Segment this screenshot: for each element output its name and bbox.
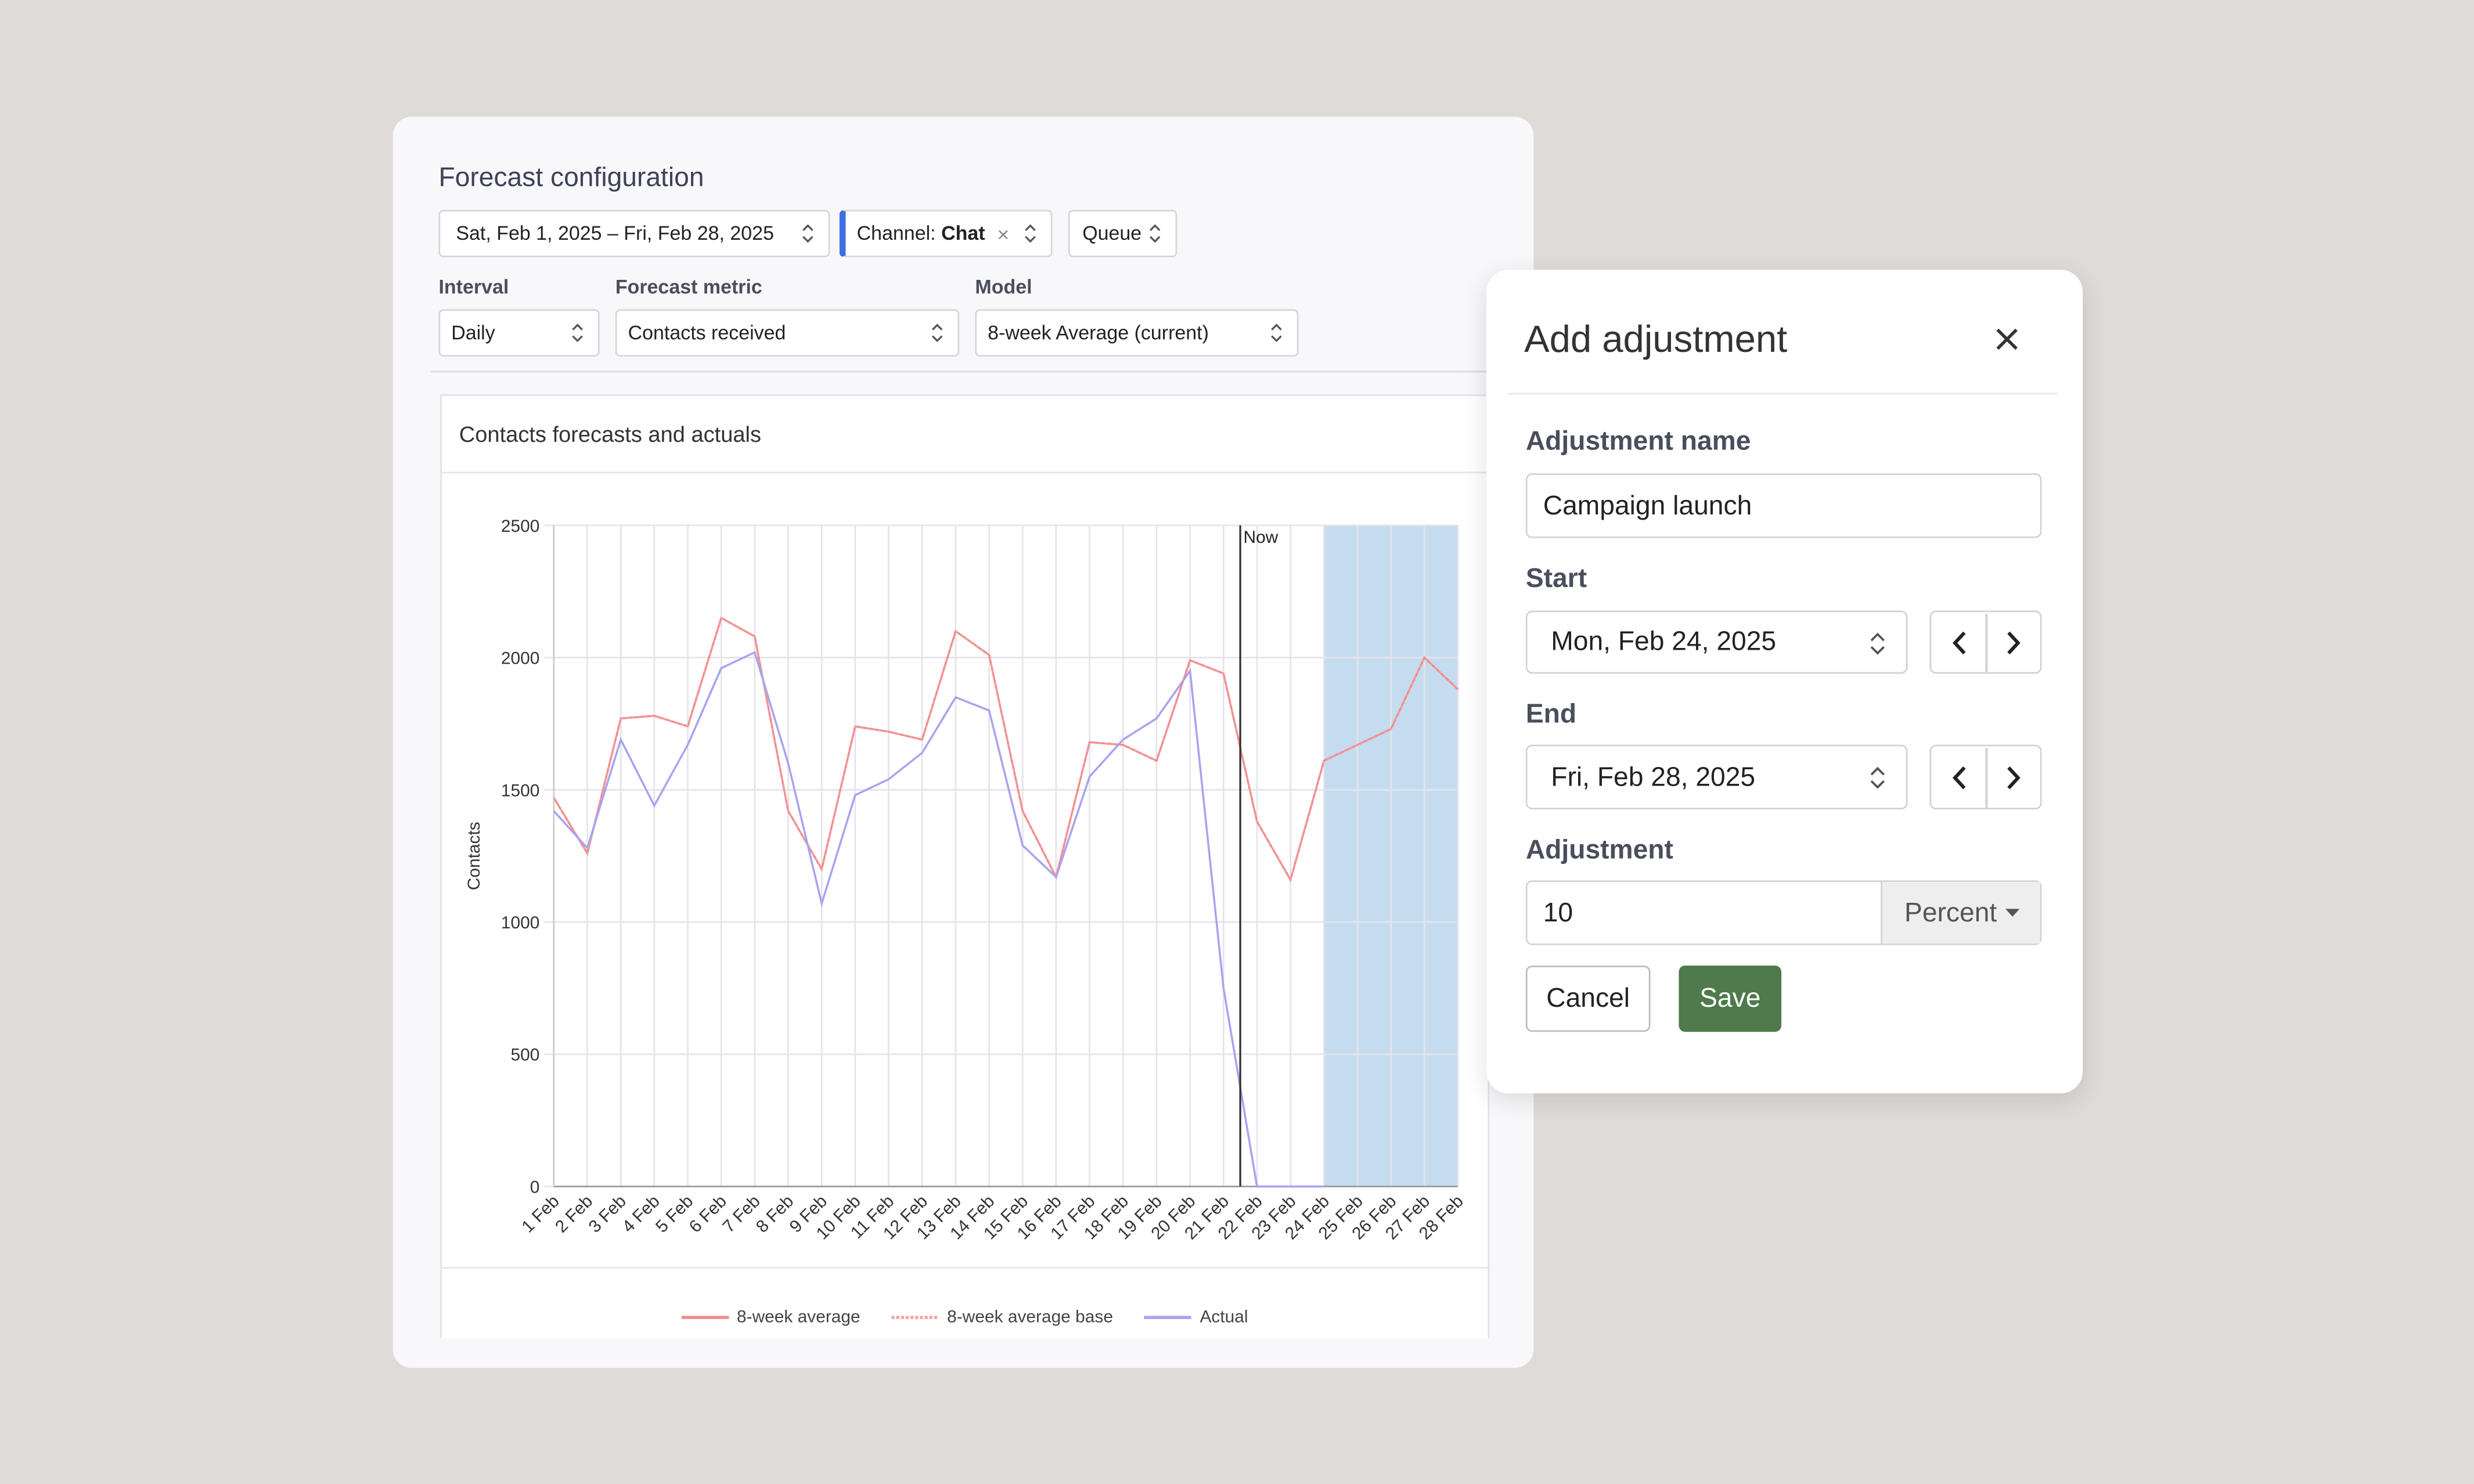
series-line [553, 616, 1459, 883]
end-value: Fri, Feb 28, 2025 [1551, 761, 1756, 791]
x-tick-label: 3 Feb [585, 1191, 630, 1236]
stepper-icons[interactable] [1931, 747, 2039, 808]
close-icon[interactable] [1994, 327, 2019, 352]
x-tick-label: 7 Feb [719, 1191, 764, 1236]
interval: Daily [451, 322, 495, 344]
legend-label: 8-week average base [947, 1307, 1114, 1327]
x-tick-label: 5 Feb [652, 1191, 697, 1236]
adjustment-dialog [1486, 269, 2083, 1094]
x-tick-label: 6 Feb [686, 1191, 730, 1236]
channel-label: Channel: [856, 222, 936, 245]
divider [430, 370, 1492, 373]
start-label: Start [1525, 563, 1587, 593]
chevron-icon [1149, 224, 1161, 243]
start-value: Mon, Feb 24, 2025 [1551, 626, 1777, 657]
clear-icon[interactable]: × [997, 221, 1010, 246]
chevron-icon [1025, 224, 1036, 243]
start-select[interactable]: Mon, Feb 24, 2025 [1525, 610, 1908, 674]
x-tick-label: 2 Feb [552, 1191, 596, 1236]
channel-value: Chat [941, 222, 985, 245]
caret-icon [2004, 907, 2019, 916]
y-tick-label: 2500 [501, 517, 539, 536]
divider [441, 471, 1488, 474]
chevron-icon [1870, 632, 1885, 655]
legend-swatch [681, 1316, 729, 1319]
interval-select[interactable]: Daily [438, 309, 600, 357]
chevron-icon [931, 323, 943, 343]
stepper-icons[interactable] [1931, 613, 2039, 672]
adjustment-label: Adjustment [1525, 834, 1673, 865]
name-label: Adjustment name [1525, 426, 1751, 456]
legend-label: Actual [1200, 1307, 1248, 1327]
model-label: Model [975, 276, 1032, 298]
cancel-label: Cancel [1546, 983, 1630, 1013]
metric: Contacts received [628, 322, 786, 344]
cancel-button[interactable]: Cancel [1525, 966, 1651, 1032]
legend-item[interactable]: Actual [1144, 1303, 1248, 1332]
chevron-icon [572, 323, 583, 343]
divider [441, 1267, 1488, 1269]
y-axis-label: Contacts [464, 822, 484, 890]
legend: 8-week average 8-week average base Actual [442, 1303, 1488, 1332]
end-stepper [1929, 744, 2042, 810]
divider [1508, 392, 2058, 395]
start-stepper [1929, 610, 2042, 674]
end-select[interactable]: Fri, Feb 28, 2025 [1525, 744, 1908, 810]
name-value: Campaign launch [1543, 489, 1752, 520]
legend-swatch [1144, 1316, 1192, 1319]
config-title: Forecast configuration [438, 162, 704, 193]
date-range: Sat, Feb 1, 2025 – Fri, Feb 28, 2025 [456, 222, 774, 245]
legend-label: 8-week average [736, 1307, 860, 1327]
now-label: Now [1244, 528, 1279, 547]
chart-title: Contacts forecasts and actuals [459, 421, 762, 447]
legend-swatch [892, 1316, 939, 1319]
save-label: Save [1699, 983, 1761, 1013]
unit: Percent [1904, 896, 1997, 927]
model-select[interactable]: 8-week Average (current) [975, 309, 1299, 357]
end-label: End [1525, 698, 1577, 729]
x-tick-label: 1 Feb [518, 1191, 563, 1236]
date-range-select[interactable]: Sat, Feb 1, 2025 – Fri, Feb 28, 2025 [438, 210, 830, 257]
y-tick-label: 1000 [501, 913, 539, 932]
legend-item[interactable]: 8-week average base [892, 1303, 1113, 1332]
interval-label: Interval [438, 276, 509, 298]
unit-select[interactable]: Percent [1881, 882, 2040, 944]
y-tick-label: 2000 [501, 649, 539, 668]
model: 8-week Average (current) [988, 322, 1209, 344]
queue-select[interactable]: Queue [1068, 210, 1177, 257]
chevron-icon [802, 224, 813, 243]
save-button[interactable]: Save [1679, 966, 1782, 1032]
chevron-icon [1870, 766, 1885, 789]
chevron-icon [1271, 323, 1282, 343]
channel-select[interactable]: Channel: Chat × [839, 210, 1053, 257]
name-input[interactable]: Campaign launch [1525, 473, 2042, 538]
x-tick-label: 8 Feb [752, 1191, 797, 1236]
dialog-title: Add adjustment [1524, 318, 1788, 362]
chart-panel [440, 394, 1490, 1338]
adjustment-value: 10 [1543, 896, 1573, 927]
metric-label: Forecast metric [615, 276, 762, 298]
queue: Queue [1082, 222, 1142, 245]
series-line [553, 651, 1324, 1188]
metric-select[interactable]: Contacts received [615, 309, 960, 357]
y-tick-label: 0 [530, 1177, 540, 1197]
y-tick-label: 1500 [501, 781, 539, 800]
x-tick-label: 4 Feb [618, 1191, 663, 1236]
y-tick-label: 500 [511, 1046, 540, 1065]
legend-item[interactable]: 8-week average [681, 1303, 860, 1332]
